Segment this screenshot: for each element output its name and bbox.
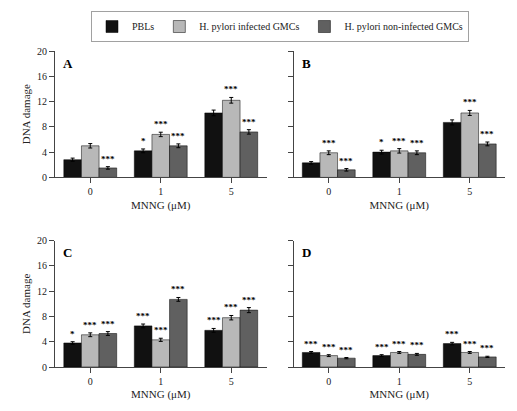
- svg-text:8: 8: [42, 121, 47, 132]
- svg-text:1: 1: [397, 186, 402, 197]
- svg-text:*: *: [70, 329, 75, 339]
- svg-text:MNNG (μM): MNNG (μM): [370, 199, 430, 212]
- svg-text:MNNG (μM): MNNG (μM): [131, 388, 191, 401]
- svg-text:***: ***: [224, 84, 238, 94]
- svg-text:MNNG (μM): MNNG (μM): [370, 388, 430, 401]
- svg-text:***: ***: [410, 138, 424, 148]
- svg-text:***: ***: [480, 343, 494, 353]
- svg-text:H. pylori infected GMCs: H. pylori infected GMCs: [199, 21, 299, 32]
- svg-text:DNA damage: DNA damage: [20, 84, 32, 144]
- svg-text:20: 20: [37, 46, 47, 57]
- svg-text:***: ***: [410, 340, 424, 350]
- svg-text:D: D: [302, 245, 311, 260]
- svg-text:PBLs: PBLs: [132, 21, 154, 32]
- svg-text:***: ***: [304, 339, 318, 349]
- svg-text:***: ***: [136, 311, 150, 321]
- svg-text:5: 5: [229, 376, 234, 387]
- svg-text:DNA damage: DNA damage: [20, 274, 32, 334]
- svg-text:MNNG (μM): MNNG (μM): [131, 199, 191, 212]
- svg-text:12: 12: [37, 286, 47, 297]
- svg-text:1: 1: [397, 376, 402, 387]
- svg-text:B: B: [302, 56, 311, 71]
- svg-text:***: ***: [445, 329, 459, 339]
- svg-text:4: 4: [42, 336, 47, 347]
- svg-text:***: ***: [224, 302, 238, 312]
- svg-text:***: ***: [322, 138, 336, 148]
- svg-text:***: ***: [154, 325, 168, 335]
- svg-text:5: 5: [467, 186, 472, 197]
- svg-text:0: 0: [326, 186, 331, 197]
- svg-text:***: ***: [207, 315, 221, 325]
- svg-text:***: ***: [242, 117, 256, 127]
- svg-text:12: 12: [37, 96, 47, 107]
- svg-text:***: ***: [480, 129, 494, 139]
- svg-text:8: 8: [42, 311, 47, 322]
- svg-text:***: ***: [392, 136, 406, 146]
- svg-text:C: C: [63, 245, 72, 260]
- svg-text:***: ***: [463, 97, 477, 107]
- svg-text:***: ***: [375, 342, 389, 352]
- svg-text:*: *: [379, 137, 384, 147]
- svg-text:***: ***: [154, 119, 168, 129]
- svg-text:***: ***: [171, 284, 185, 294]
- svg-text:***: ***: [101, 154, 115, 164]
- svg-text:***: ***: [322, 342, 336, 352]
- svg-text:1: 1: [158, 376, 163, 387]
- svg-text:20: 20: [37, 235, 47, 246]
- svg-text:0: 0: [88, 186, 93, 197]
- svg-text:***: ***: [171, 131, 185, 141]
- svg-text:A: A: [63, 56, 73, 71]
- svg-text:*: *: [141, 136, 146, 146]
- svg-text:4: 4: [42, 147, 47, 158]
- svg-text:***: ***: [339, 345, 353, 355]
- svg-text:5: 5: [229, 186, 234, 197]
- svg-text:0: 0: [88, 376, 93, 387]
- svg-text:***: ***: [463, 339, 477, 349]
- svg-text:1: 1: [158, 186, 163, 197]
- svg-text:H. pylori non-infected GMCs: H. pylori non-infected GMCs: [344, 21, 462, 32]
- svg-text:0: 0: [42, 362, 47, 373]
- svg-text:0: 0: [42, 172, 47, 183]
- svg-text:16: 16: [37, 71, 47, 82]
- svg-text:5: 5: [467, 376, 472, 387]
- svg-text:16: 16: [37, 260, 47, 271]
- svg-text:***: ***: [101, 319, 115, 329]
- svg-text:0: 0: [326, 376, 331, 387]
- svg-text:***: ***: [392, 339, 406, 349]
- svg-text:***: ***: [242, 295, 256, 305]
- svg-text:***: ***: [83, 320, 97, 330]
- svg-text:***: ***: [339, 156, 353, 166]
